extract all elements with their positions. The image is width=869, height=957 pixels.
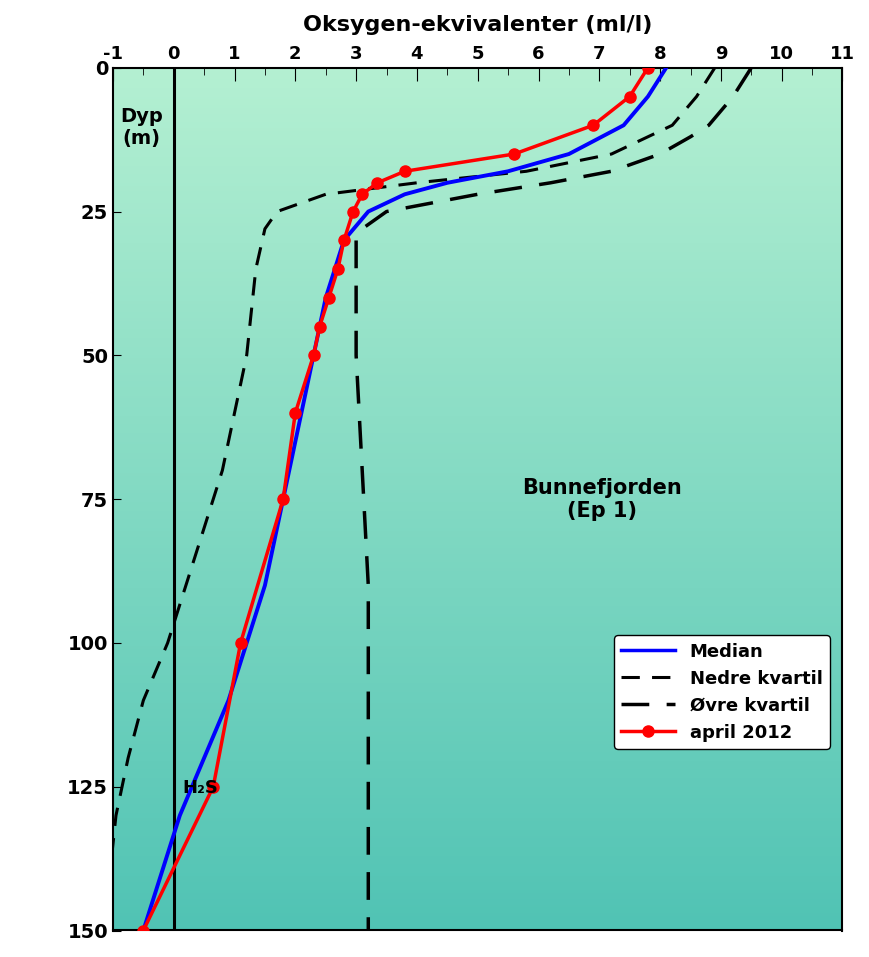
Legend: Median, Nedre kvartil, Øvre kvartil, april 2012: Median, Nedre kvartil, Øvre kvartil, apr… [614, 635, 829, 749]
Text: Bunnefjorden
(Ep 1): Bunnefjorden (Ep 1) [521, 478, 680, 521]
Text: H₂S: H₂S [182, 779, 218, 797]
Title: Oksygen-ekvivalenter (ml/l): Oksygen-ekvivalenter (ml/l) [302, 15, 652, 35]
Text: Dyp
(m): Dyp (m) [120, 106, 163, 147]
